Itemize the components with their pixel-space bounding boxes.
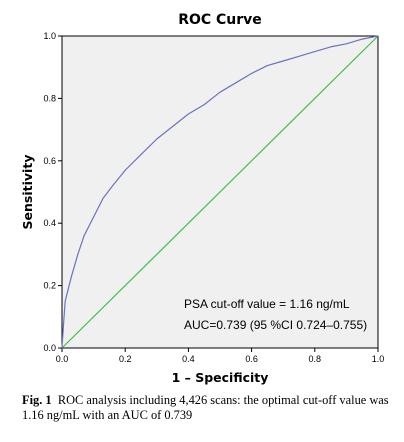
x-tick-label: 0.8 <box>309 354 322 364</box>
x-tick-label: 0.0 <box>56 354 69 364</box>
y-tick-label: 0.8 <box>43 93 56 103</box>
y-axis-label: Sensitivity <box>20 155 35 230</box>
roc-chart: ROC Curve 0.0 0.2 0.4 0.6 0.8 1.0 0.0 0.2 0.4 0.6… <box>20 12 384 385</box>
axis-ticks: 0.0 0.2 0.4 0.6 0.8 1.0 0.0 0.2 0.4 0.6 0.8 1.0 <box>43 31 384 364</box>
caption-text: ROC analysis including 4,426 scans: the … <box>22 393 389 422</box>
x-tick-label: 1.0 <box>372 354 385 364</box>
roc-curve-line <box>61 35 379 349</box>
annotation-cutoff: PSA cut-off value = 1.16 ng/mL <box>184 297 350 311</box>
chart-title: ROC Curve <box>178 12 262 28</box>
y-tick-label: 1.0 <box>43 31 56 41</box>
annotation-auc: AUC=0.739 (95 %CI 0.724–0.755) <box>184 318 367 332</box>
x-tick-label: 0.2 <box>119 354 132 364</box>
y-tick-label: 0.0 <box>43 343 56 353</box>
caption-label: Fig. 1 <box>22 393 52 407</box>
x-tick-label: 0.4 <box>182 354 195 364</box>
y-tick-label: 0.6 <box>43 156 56 166</box>
x-axis-label: 1 – Specificity <box>172 370 269 385</box>
y-tick-label: 0.2 <box>43 281 56 291</box>
x-tick-label: 0.6 <box>245 354 258 364</box>
figure-caption: Fig. 1 ROC analysis including 4,426 scan… <box>22 393 394 423</box>
series-lines <box>61 35 379 349</box>
y-tick-label: 0.4 <box>43 218 56 228</box>
reference-diagonal-line <box>61 35 379 349</box>
